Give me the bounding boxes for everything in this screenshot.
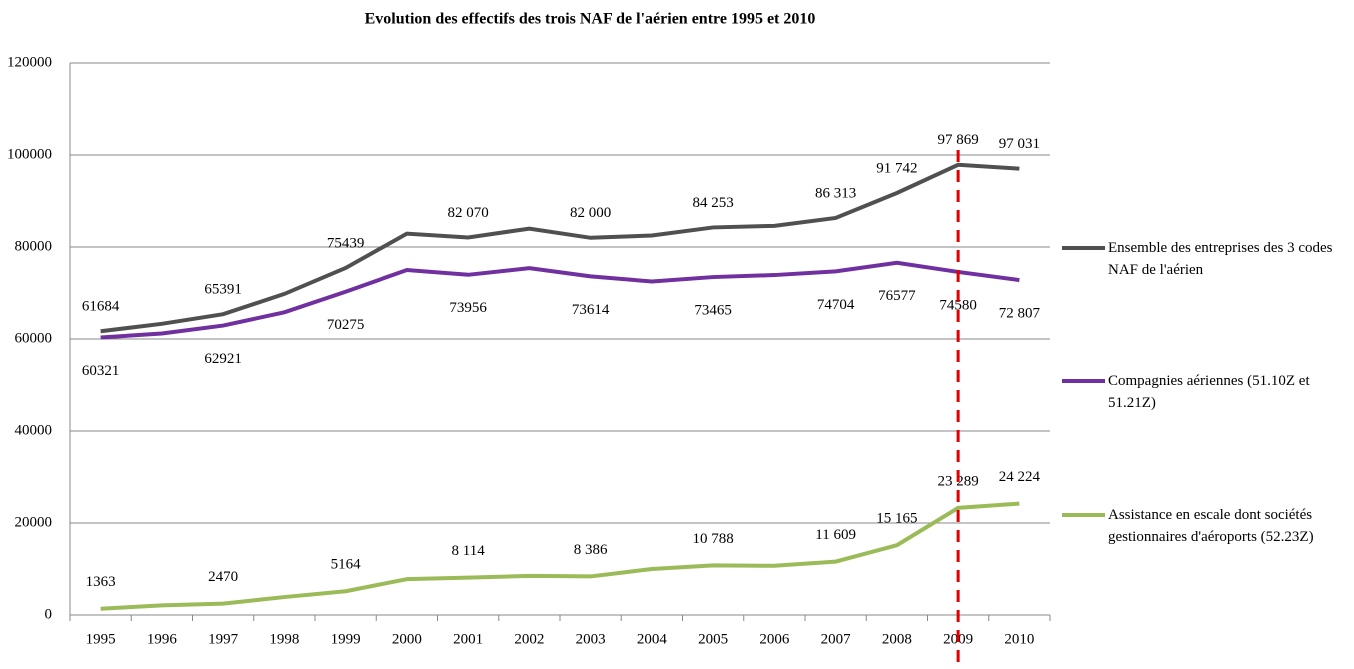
y-tick-label: 80000 [15, 238, 53, 254]
data-label: 70275 [327, 317, 365, 333]
series-line [100, 501, 1020, 611]
data-label: 73956 [449, 300, 487, 316]
data-label: 5164 [331, 557, 362, 573]
data-label: 73465 [694, 302, 732, 318]
data-label: 2470 [208, 569, 238, 585]
x-tick-label: 2006 [759, 631, 790, 647]
data-label: 73614 [572, 302, 610, 318]
legend-label: Assistance en escale dont sociétés gesti… [1108, 507, 1314, 545]
x-tick-label: 1998 [269, 631, 299, 647]
x-tick-label: 2005 [698, 631, 728, 647]
data-label: 60321 [82, 363, 120, 379]
data-label: 74580 [939, 297, 977, 313]
y-tick-label: 40000 [15, 422, 53, 438]
data-label: 11 609 [815, 527, 856, 543]
chart-title: Evolution des effectifs des trois NAF de… [365, 11, 816, 28]
data-label: 91 742 [876, 160, 917, 176]
data-label: 86 313 [815, 185, 856, 201]
data-label: 65391 [204, 282, 242, 298]
data-label: 97 031 [999, 136, 1040, 152]
data-label: 8 114 [452, 543, 486, 559]
data-label: 61684 [82, 299, 120, 315]
data-label: 97 869 [938, 132, 979, 148]
data-label: 75439 [327, 235, 365, 251]
legend-label: Ensemble des entreprises des 3 codes NAF… [1108, 240, 1333, 278]
data-label: 15 165 [876, 511, 917, 527]
x-tick-label: 2004 [637, 631, 668, 647]
y-tick-label: 20000 [15, 514, 53, 530]
x-tick-label: 1999 [331, 631, 361, 647]
y-tick-label: 60000 [15, 330, 53, 346]
data-label: 82 000 [570, 205, 611, 221]
x-tick-label: 1997 [208, 631, 239, 647]
x-tick-label: 2002 [514, 631, 544, 647]
x-tick-label: 2001 [453, 631, 483, 647]
data-label: 84 253 [693, 195, 734, 211]
x-tick-label: 1995 [86, 631, 116, 647]
x-tick-label: 2008 [882, 631, 912, 647]
data-label: 62921 [204, 351, 242, 367]
x-tick-label: 1996 [147, 631, 178, 647]
data-label: 74704 [817, 297, 855, 313]
x-tick-label: 2000 [392, 631, 422, 647]
y-tick-label: 0 [45, 606, 53, 622]
data-label: 10 788 [693, 531, 734, 547]
series-line [100, 260, 1020, 340]
data-label: 72 807 [999, 306, 1041, 322]
legend-label: Compagnies aériennes (51.10Z et 51.21Z) [1108, 373, 1310, 411]
data-label: 76577 [878, 288, 916, 304]
data-label: 82 070 [448, 205, 489, 221]
x-tick-label: 2003 [576, 631, 606, 647]
x-tick-label: 2007 [821, 631, 852, 647]
data-label: 1363 [86, 574, 116, 590]
data-label: 24 224 [999, 469, 1041, 485]
y-tick-label: 100000 [7, 146, 52, 162]
data-label: 8 386 [574, 542, 608, 558]
series-line [100, 162, 1020, 334]
x-tick-label: 2010 [1004, 631, 1034, 647]
y-tick-label: 120000 [7, 54, 52, 70]
